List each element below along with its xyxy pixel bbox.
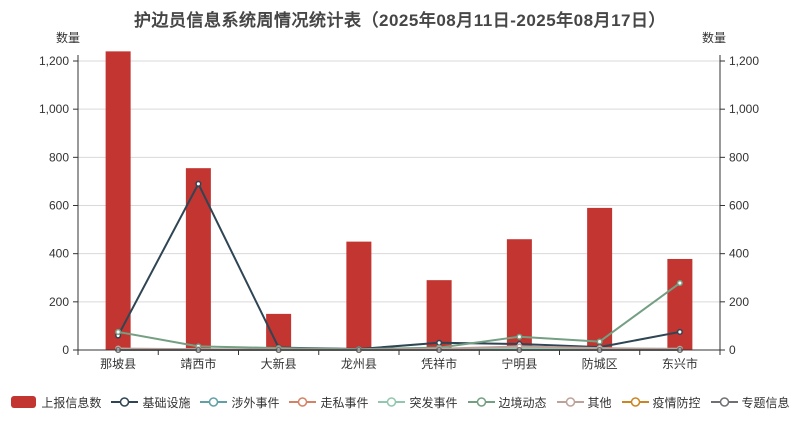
point-基础设施 (676, 328, 683, 335)
legend-item-边境动态[interactable]: 边境动态 (467, 394, 547, 411)
x-axis-category-label: 宁明县 (501, 356, 537, 371)
legend-item-上报信息数[interactable]: 上报信息数 (10, 394, 101, 411)
x-axis-category-label: 靖西市 (180, 356, 216, 371)
legend-label: 走私事件 (320, 395, 369, 410)
bar-上报信息数[interactable] (667, 258, 693, 350)
y-axis-tick-label-right: 200 (729, 295, 749, 309)
legend-item-其他[interactable]: 其他 (556, 394, 612, 411)
legend-bar-marker (11, 396, 37, 408)
y-axis-tick-label-right: 800 (729, 150, 749, 164)
bar-上报信息数[interactable] (105, 51, 131, 350)
legend-label: 疫情防控 (652, 395, 701, 410)
point-边境动态 (516, 333, 523, 340)
y-axis-tick-label-right: 600 (729, 199, 749, 213)
y-axis-tick-label-left: 200 (49, 295, 69, 309)
legend-line-marker (378, 397, 406, 407)
legend-item-走私事件[interactable]: 走私事件 (289, 394, 368, 411)
point-边境动态 (676, 279, 683, 287)
x-axis-category-label: 那坡县 (100, 357, 136, 371)
x-axis-category-label: 大新县 (261, 356, 297, 371)
bar-上报信息数[interactable] (506, 239, 532, 350)
y-axis-tick-label-left: 0 (62, 343, 69, 357)
point-边境动态 (115, 328, 122, 335)
y-axis-name-left: 数量 (56, 31, 81, 45)
legend-line-marker (467, 397, 495, 407)
legend-label: 边境动态 (498, 395, 547, 410)
x-axis-category-label: 龙州县 (341, 357, 377, 371)
x-axis-category-label: 凭祥市 (421, 356, 457, 371)
point-基础设施 (195, 180, 202, 187)
x-axis-category-label: 东兴市 (662, 356, 698, 371)
legend-line-marker (111, 397, 139, 407)
y-axis-tick-label-left: 1,200 (39, 54, 69, 68)
legend-item-基础设施[interactable]: 基础设施 (111, 394, 190, 411)
legend-label: 涉外事件 (231, 395, 280, 410)
legend-label: 专题信息 (741, 395, 790, 410)
y-axis-tick-label-right: 1,200 (729, 54, 759, 68)
y-axis-tick-label-left: 1,000 (39, 102, 69, 116)
legend-item-疫情防控[interactable]: 疫情防控 (621, 394, 701, 411)
y-axis-tick-label-left: 600 (49, 199, 69, 213)
bar-上报信息数[interactable] (587, 207, 613, 350)
y-axis-name-right: 数量 (702, 31, 727, 45)
legend-line-marker (710, 397, 738, 407)
y-axis-tick-label-left: 800 (49, 150, 69, 164)
bar-上报信息数[interactable] (346, 241, 372, 350)
legend-line-marker (556, 397, 584, 407)
legend-line-marker (289, 397, 317, 407)
y-axis-tick-label-right: 400 (729, 247, 749, 261)
legend-label: 其他 (587, 395, 612, 410)
legend-label: 基础设施 (142, 395, 191, 410)
x-axis-category-label: 防城区 (582, 356, 618, 371)
y-axis-tick-label-left: 400 (49, 247, 69, 261)
bar-上报信息数[interactable] (426, 280, 452, 350)
plot-area[interactable]: 0 0 200 200 400 400 600 600 800 800 1,000 1,000 1,20… (0, 40, 800, 385)
legend-item-突发事件[interactable]: 突发事件 (378, 394, 458, 411)
legend-item-专题信息[interactable]: 专题信息 (710, 394, 790, 411)
legend-line-marker (621, 397, 649, 407)
chart-title: 护边员信息系统周情况统计表（2025年08月11日-2025年08月17日） (134, 11, 666, 30)
bar-上报信息数[interactable] (185, 168, 211, 350)
y-axis-tick-label-right: 1,000 (729, 102, 759, 116)
point-基础设施 (436, 339, 443, 346)
y-axis-tick-label-right: 0 (729, 343, 736, 357)
legend-label: 上报信息数 (41, 395, 102, 410)
legend: 上报信息数 基础设施 涉外事件 走私事件 突发事件 边境动态 其他 疫情防控 专题信息 (0, 391, 800, 413)
point-边境动态 (596, 338, 603, 345)
legend-line-marker (200, 397, 228, 407)
line-基础设施 (117, 182, 681, 351)
legend-item-涉外事件[interactable]: 涉外事件 (200, 394, 279, 411)
legend-label: 突发事件 (409, 395, 458, 410)
